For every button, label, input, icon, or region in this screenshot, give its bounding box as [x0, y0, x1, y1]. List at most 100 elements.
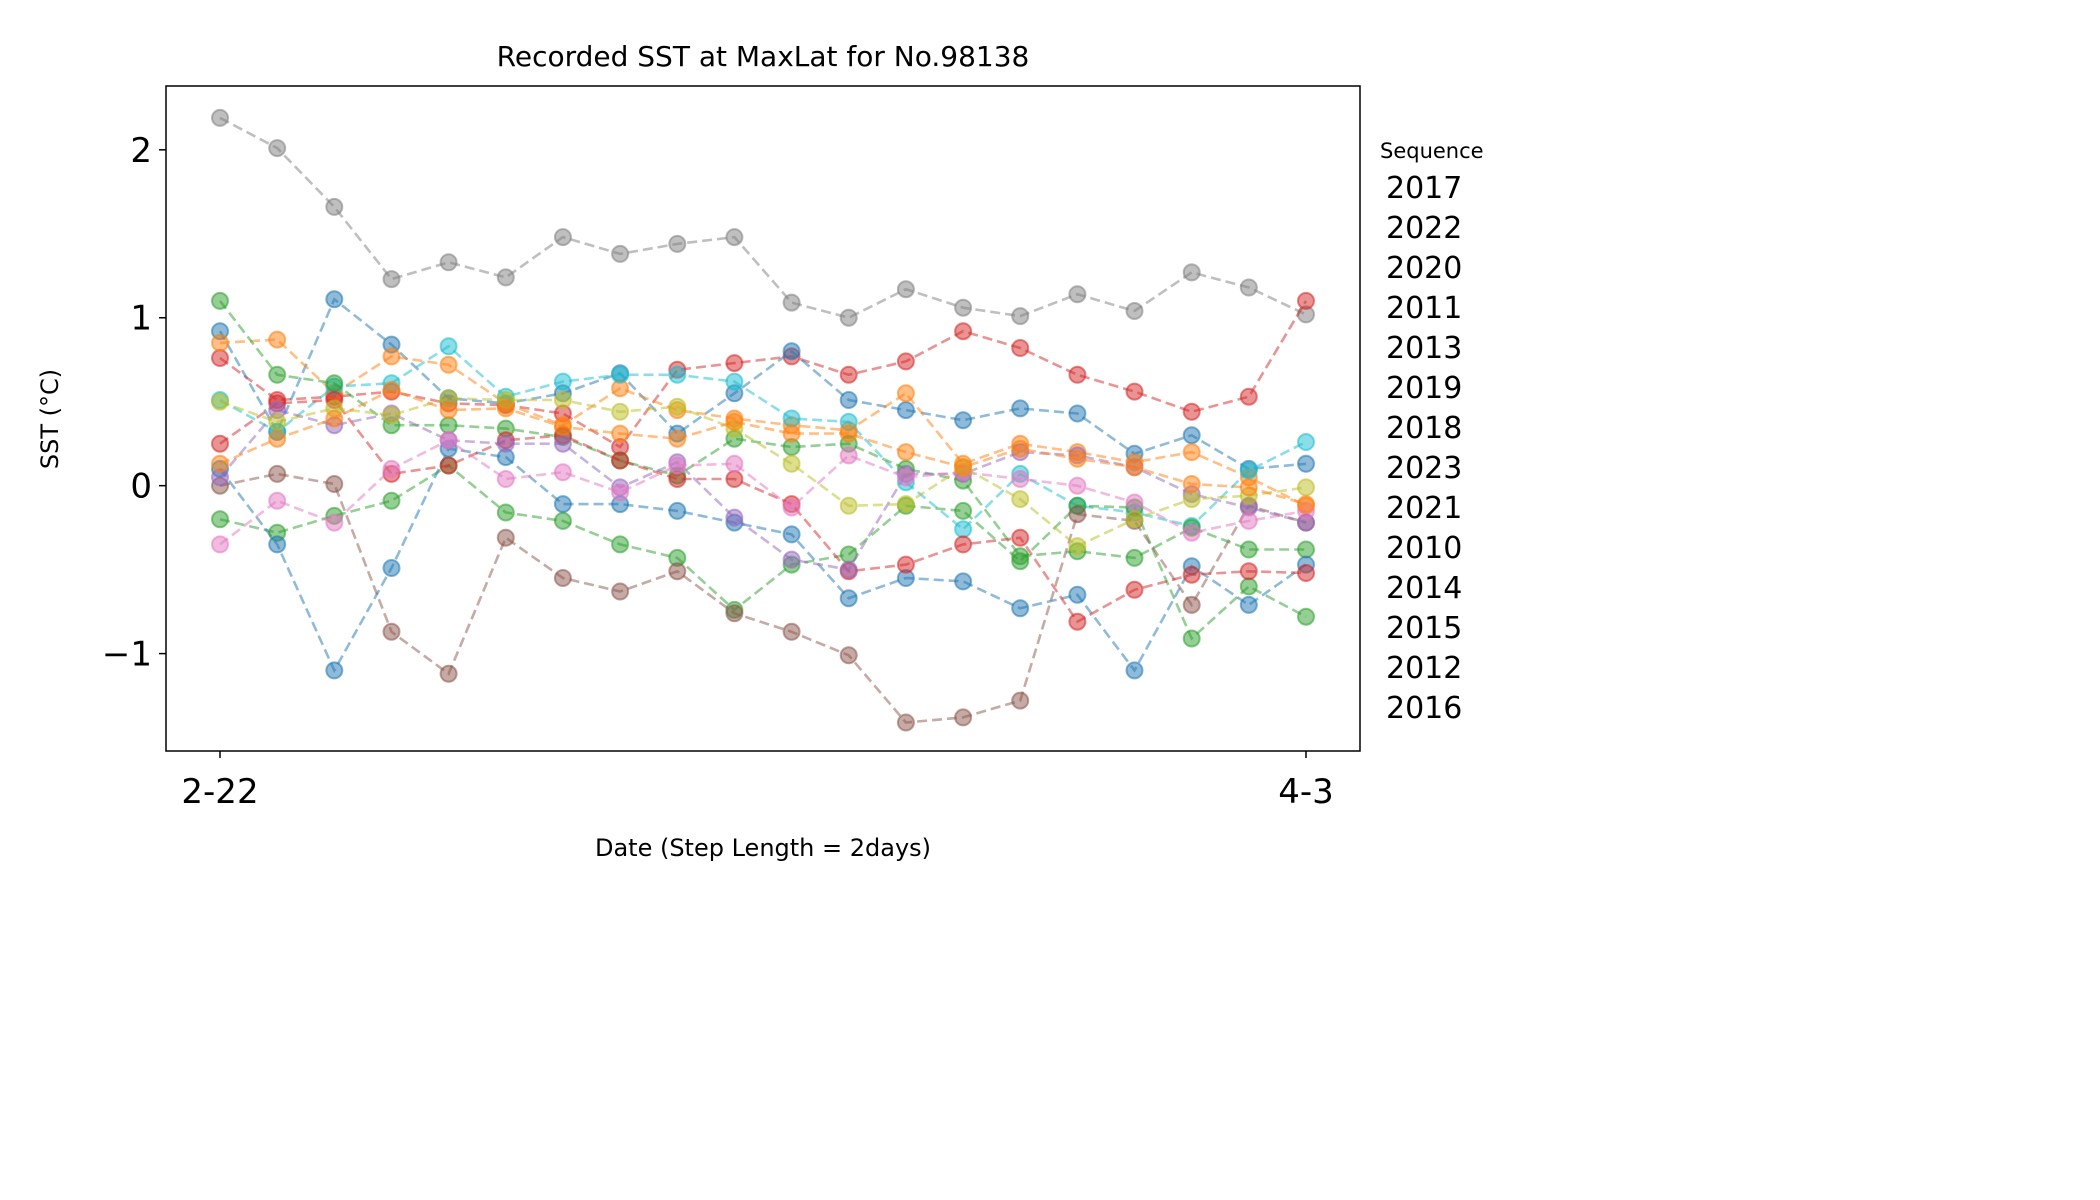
data-point — [725, 354, 744, 373]
data-point — [1068, 505, 1087, 524]
data-point — [1239, 511, 1258, 530]
series-layer — [211, 108, 1315, 732]
data-point — [1239, 278, 1258, 297]
data-point — [1182, 595, 1201, 614]
data-point — [954, 708, 973, 727]
data-point — [439, 664, 458, 683]
series-line — [219, 396, 1307, 548]
data-point — [496, 470, 515, 488]
data-point — [1125, 580, 1144, 599]
data-point — [954, 535, 973, 554]
x-axis: 2-22 4-3 — [181, 751, 1334, 812]
x-axis-label: Date (Step Length = 2days) — [595, 834, 931, 862]
series-0 — [211, 108, 1315, 327]
legend-entry: 2012 — [1386, 651, 1462, 686]
data-point — [268, 365, 287, 384]
data-point — [268, 330, 287, 349]
data-point — [668, 429, 687, 448]
data-point — [896, 468, 915, 487]
data-point — [1068, 449, 1087, 468]
data-point — [1125, 493, 1144, 512]
data-point — [439, 355, 458, 374]
data-point — [1125, 510, 1144, 529]
data-point — [1125, 458, 1144, 477]
data-point — [382, 622, 401, 641]
data-point — [839, 308, 858, 327]
data-point — [439, 253, 458, 272]
data-point — [553, 511, 572, 530]
data-point — [553, 372, 572, 391]
data-point — [1297, 564, 1315, 582]
data-point — [1011, 691, 1030, 710]
data-point — [839, 446, 858, 465]
data-point — [496, 503, 515, 522]
data-point — [896, 555, 915, 574]
data-point — [1297, 607, 1315, 626]
series-line — [219, 388, 1307, 506]
data-point — [325, 661, 344, 680]
data-point — [382, 347, 401, 366]
series-line — [218, 297, 1307, 471]
data-point — [382, 491, 401, 510]
data-point — [839, 424, 858, 443]
data-point — [668, 397, 687, 416]
y-axis: −1 0 1 2 — [102, 131, 166, 675]
data-point — [782, 293, 801, 312]
data-point — [553, 391, 572, 409]
y-tick-label: 1 — [130, 299, 152, 339]
data-point — [325, 290, 344, 309]
data-point — [496, 528, 515, 547]
data-point — [1239, 577, 1258, 596]
series-line — [219, 472, 1307, 724]
data-point — [1011, 339, 1030, 357]
data-point — [1125, 302, 1144, 320]
data-point — [325, 409, 344, 428]
data-point — [1297, 495, 1315, 514]
data-point — [268, 139, 287, 158]
data-point — [211, 333, 229, 352]
data-point — [439, 431, 458, 450]
data-point — [1182, 629, 1201, 648]
data-point — [211, 454, 229, 473]
data-point — [1182, 565, 1201, 584]
series-line — [219, 438, 1307, 546]
data-point — [553, 434, 572, 453]
data-point — [839, 646, 858, 665]
data-point — [839, 365, 858, 384]
data-point — [1297, 433, 1315, 451]
legend-entry: 2016 — [1386, 691, 1462, 726]
y-axis-label: SST (°C) — [36, 369, 64, 469]
data-point — [782, 342, 801, 361]
y-tick-label: −1 — [102, 635, 152, 675]
data-point — [1239, 595, 1258, 614]
legend-entry: 2022 — [1386, 211, 1462, 246]
data-point — [896, 401, 915, 420]
data-point — [1068, 404, 1087, 423]
data-point — [839, 496, 858, 515]
series-line — [219, 338, 1307, 507]
legend: Sequence 2017 2022 2020 2011 2013 2019 2018 202… — [1380, 139, 1484, 726]
data-point — [211, 434, 229, 453]
y-tick-label: 0 — [130, 467, 152, 507]
data-point — [211, 535, 229, 554]
data-point — [668, 501, 687, 520]
data-point — [1182, 263, 1201, 282]
data-point — [954, 322, 973, 341]
data-point — [725, 228, 744, 247]
data-point — [725, 604, 744, 623]
data-point — [725, 454, 744, 473]
data-point — [268, 491, 287, 510]
data-point — [896, 384, 915, 403]
data-point — [211, 392, 229, 411]
data-point — [668, 562, 687, 581]
data-point — [1182, 402, 1201, 421]
data-point — [1182, 426, 1201, 445]
data-point — [382, 406, 401, 425]
data-point — [896, 443, 915, 462]
data-point — [1182, 443, 1201, 462]
data-point — [1239, 562, 1258, 581]
data-point — [611, 402, 630, 421]
data-point — [1011, 552, 1030, 571]
data-point — [553, 463, 572, 482]
data-point — [782, 525, 801, 544]
